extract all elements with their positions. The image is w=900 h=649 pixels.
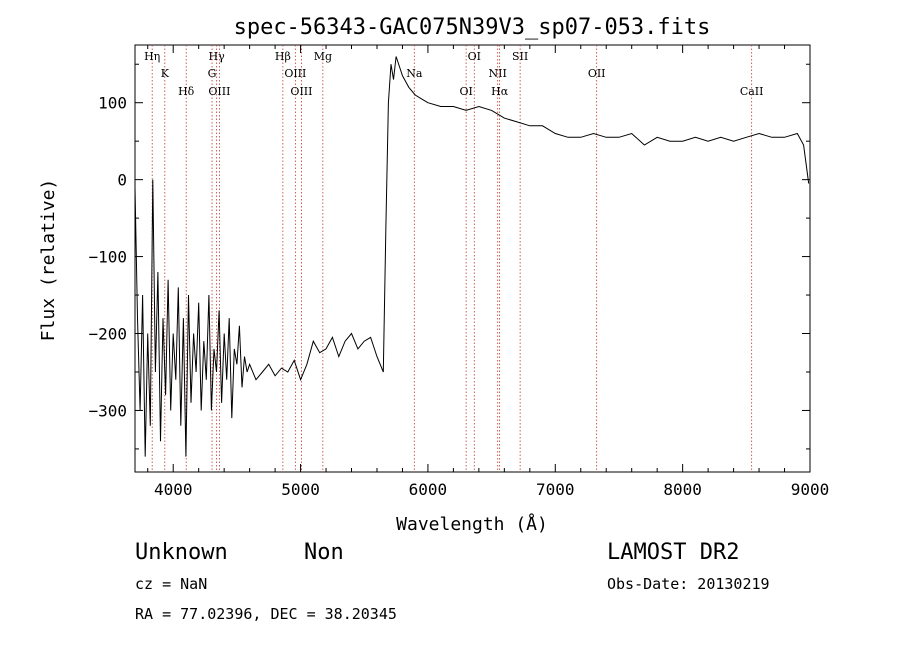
spectral-line-label: Hγ: [209, 50, 226, 63]
x-tick-label: 9000: [791, 480, 830, 499]
x-axis-ticks: 4000 5000 6000 7000 8000 9000: [147, 45, 830, 499]
y-tick-label: −300: [88, 401, 127, 420]
spectral-line-label: Na: [406, 67, 423, 80]
y-axis-label: Flux (relative): [38, 179, 59, 342]
y-axis-ticks: −300 −200 −100 0 100: [88, 63, 810, 450]
y-tick-label: 0: [117, 171, 127, 190]
x-tick-label: 8000: [663, 480, 702, 499]
x-tick-label: 6000: [409, 480, 448, 499]
spectral-line-label: Hα: [491, 85, 509, 98]
redshift-value: cz = NaN: [135, 575, 208, 593]
x-tick-label: 7000: [536, 480, 575, 499]
spectral-line-label: Hβ: [275, 50, 291, 63]
spectral-line-markers: HηK Hδ Hγ G OIII Hβ OIII OIII Mg Na OI OI NII Hα SII OI…: [144, 45, 764, 472]
spectral-line-label: OIII: [290, 85, 312, 98]
spectral-line-label: Hη: [144, 50, 160, 63]
spectrum-line: [134, 56, 810, 457]
plot-frame: [134, 44, 811, 473]
survey-name: LAMOST DR2: [607, 540, 740, 565]
x-tick-label: 4000: [154, 480, 193, 499]
object-subclass: Non: [304, 540, 344, 565]
y-tick-label: −100: [88, 248, 127, 267]
spectral-line-label: G: [208, 67, 217, 80]
spectral-line-label: Hδ: [178, 85, 195, 98]
object-class: Unknown: [135, 540, 228, 565]
spectral-line-label: OII: [588, 67, 606, 80]
coordinates: RA = 77.02396, DEC = 38.20345: [135, 605, 397, 623]
y-tick-label: −200: [88, 325, 127, 344]
spectral-line-label: OIII: [208, 85, 230, 98]
spectral-line-label: K: [161, 67, 170, 80]
spectral-line-label: CaII: [740, 85, 764, 98]
spectral-line-label: SII: [512, 50, 528, 63]
spectral-line-label: NII: [489, 67, 507, 80]
chart-title: spec-56343-GAC075N39V3_sp07-053.fits: [234, 15, 711, 40]
y-tick-label: 100: [98, 94, 127, 113]
x-axis-label: Wavelength (Å): [396, 513, 548, 535]
spectral-line-label: OIII: [284, 67, 306, 80]
observation-date: Obs-Date: 20130219: [607, 575, 770, 593]
spectral-line-label: OI: [459, 85, 472, 98]
spectral-line-label: OI: [468, 50, 481, 63]
x-tick-label: 5000: [281, 480, 320, 499]
spectral-line-label: Mg: [314, 50, 332, 63]
